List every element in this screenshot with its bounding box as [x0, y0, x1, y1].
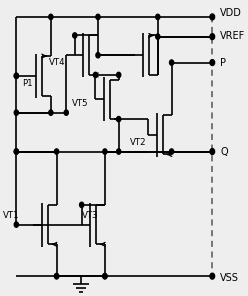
Text: VT5: VT5 — [72, 99, 88, 108]
Text: P: P — [220, 57, 226, 67]
Text: VT4: VT4 — [49, 58, 65, 67]
Circle shape — [64, 110, 68, 115]
Circle shape — [117, 117, 121, 122]
Circle shape — [55, 274, 59, 279]
Text: VT3: VT3 — [82, 211, 99, 220]
Circle shape — [93, 72, 97, 78]
Circle shape — [170, 60, 174, 65]
Text: VSS: VSS — [220, 273, 239, 283]
Circle shape — [55, 149, 59, 154]
Circle shape — [96, 53, 100, 58]
Circle shape — [117, 72, 121, 78]
Circle shape — [210, 273, 215, 279]
Circle shape — [170, 149, 174, 154]
Circle shape — [14, 73, 18, 78]
Circle shape — [49, 14, 53, 20]
Circle shape — [14, 149, 18, 154]
Text: VT1: VT1 — [3, 211, 19, 220]
Circle shape — [96, 14, 100, 20]
Circle shape — [14, 73, 18, 78]
Circle shape — [14, 149, 18, 154]
Circle shape — [210, 59, 215, 65]
Text: VT2: VT2 — [130, 138, 147, 147]
Circle shape — [73, 33, 77, 38]
Circle shape — [14, 110, 18, 115]
Text: VREF: VREF — [220, 31, 246, 41]
Circle shape — [210, 34, 215, 40]
Circle shape — [117, 149, 121, 154]
Circle shape — [103, 274, 107, 279]
Text: Q: Q — [220, 147, 228, 157]
Circle shape — [49, 110, 53, 115]
Text: P1: P1 — [22, 79, 32, 88]
Circle shape — [103, 149, 107, 154]
Circle shape — [156, 14, 160, 20]
Circle shape — [14, 222, 18, 227]
Circle shape — [210, 14, 215, 20]
Circle shape — [80, 202, 84, 207]
Text: VDD: VDD — [220, 8, 242, 18]
Circle shape — [55, 274, 59, 279]
Circle shape — [103, 274, 107, 279]
Circle shape — [210, 149, 215, 155]
Circle shape — [156, 34, 160, 39]
